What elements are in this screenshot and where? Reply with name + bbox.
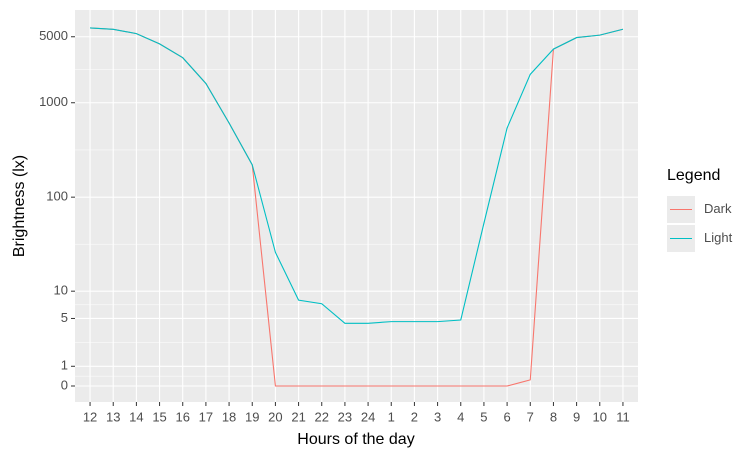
y-tick-label: 10 [54,283,68,298]
marks [90,27,624,387]
grid [75,10,638,402]
x-tick-label: 1 [388,409,395,424]
x-tick-label: 13 [106,409,120,424]
x-tick-label: 23 [338,409,352,424]
legend-label: Dark [704,201,732,216]
x-tick-label: 14 [129,409,143,424]
x-axis-title: Hours of the day [297,431,414,448]
x-tick-label: 22 [315,409,329,424]
y-tick-label: 5 [61,310,68,325]
x-tick-label: 24 [361,409,375,424]
y-axis-title: Brightness (lx) [11,155,28,257]
x-tick-label: 16 [176,409,190,424]
y-tick-label: 1000 [39,94,68,109]
x-tick-label: 10 [593,409,607,424]
x-tick-label: 5 [480,409,487,424]
x-tick-label: 18 [222,409,236,424]
x-tick-label: 3 [434,409,441,424]
panel [75,10,638,402]
x-tick-label: 8 [550,409,557,424]
legend-label: Light [704,230,733,245]
y-tick-label: 100 [46,189,68,204]
x-tick-label: 2 [411,409,418,424]
x-tick-label: 15 [152,409,166,424]
x-tick-label: 17 [199,409,213,424]
x-tick-label: 4 [457,409,464,424]
x-tick-label: 19 [245,409,259,424]
series-line [90,27,624,324]
x-tick-label: 6 [503,409,510,424]
x-tick-label: 9 [573,409,580,424]
y-tick-label: 1 [61,358,68,373]
x-tick-label: 11 [616,409,630,424]
x-tick-label: 21 [291,409,305,424]
y-tick-label: 0 [61,377,68,392]
x-tick-label: 12 [83,409,97,424]
y-tick-label: 5000 [39,28,68,43]
x-tick-label: 20 [268,409,282,424]
x-tick-label: 7 [527,409,534,424]
legend-title: Legend [667,167,720,184]
